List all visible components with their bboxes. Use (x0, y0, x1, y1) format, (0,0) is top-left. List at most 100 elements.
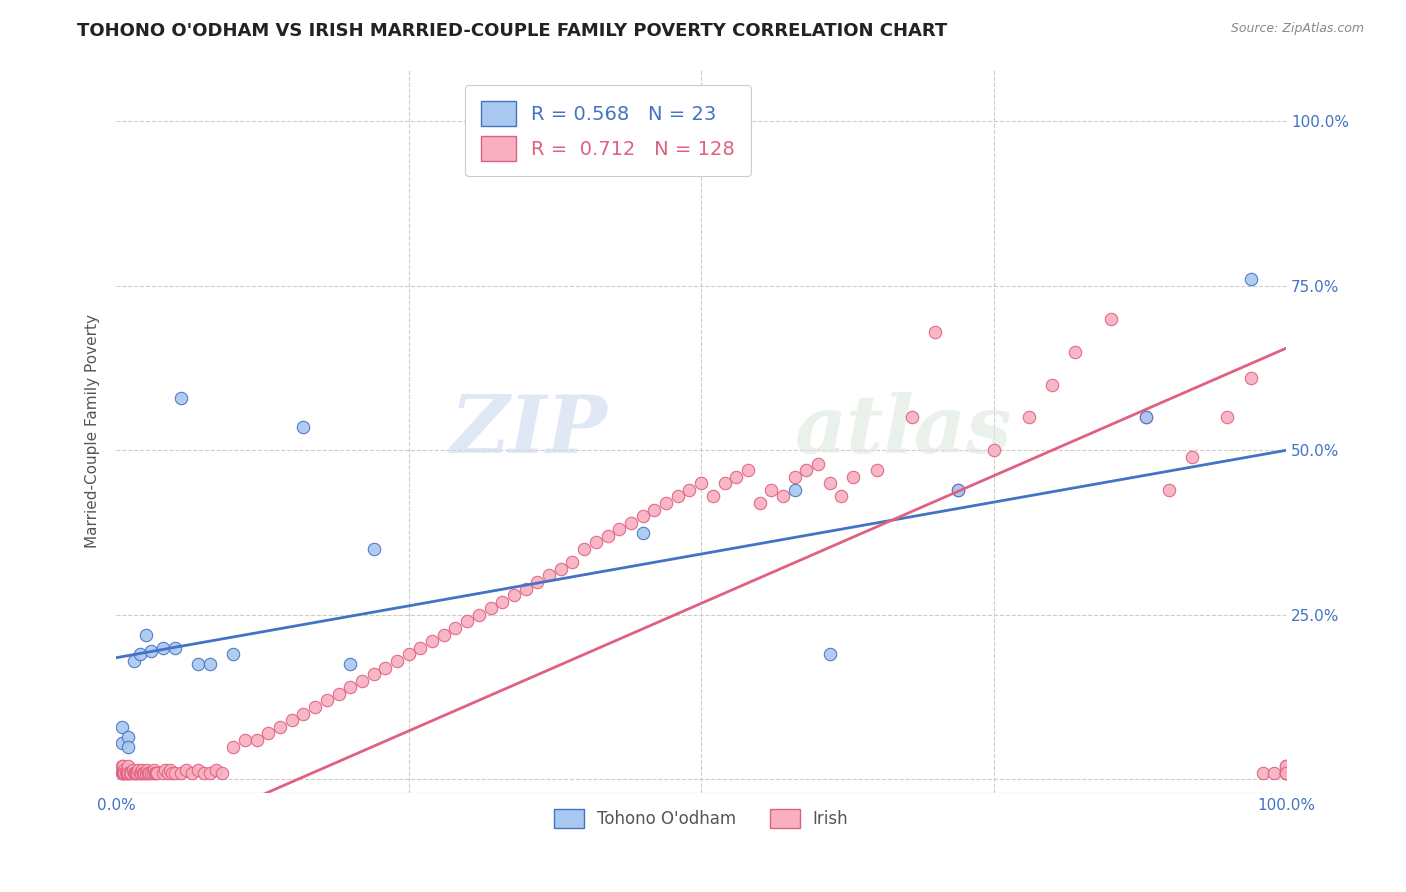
Point (246, 733, 269, 747)
Point (128, 763, 150, 777)
Point (112, 765, 135, 780)
Point (503, 588, 526, 602)
Point (1135, 410, 1157, 425)
Point (585, 535, 607, 549)
Point (444, 621, 467, 635)
Point (900, 410, 922, 425)
Point (141, 765, 163, 780)
Point (1018, 410, 1040, 425)
Point (292, 706, 315, 721)
Point (655, 496, 678, 510)
Legend: Tohono O'odham, Irish: Tohono O'odham, Irish (547, 803, 855, 835)
Point (120, 765, 142, 780)
Point (1064, 344, 1087, 359)
Point (678, 483, 700, 497)
Point (690, 476, 713, 491)
Point (468, 607, 491, 622)
Point (643, 502, 665, 516)
Point (222, 739, 245, 754)
Point (304, 700, 326, 714)
Point (204, 763, 226, 777)
Point (114, 765, 136, 780)
Text: TOHONO O'ODHAM VS IRISH MARRIED-COUPLE FAMILY POVERTY CORRELATION CHART: TOHONO O'ODHAM VS IRISH MARRIED-COUPLE F… (77, 22, 948, 40)
Point (620, 516, 643, 530)
Y-axis label: Married-Couple Family Poverty: Married-Couple Family Poverty (86, 314, 100, 548)
Point (842, 469, 865, 483)
Point (129, 765, 152, 780)
Point (1251, 765, 1274, 780)
Point (807, 457, 830, 471)
Point (162, 765, 184, 780)
Point (143, 765, 166, 780)
Point (948, 483, 970, 497)
Point (328, 687, 350, 701)
Point (702, 490, 724, 504)
Point (363, 542, 385, 557)
Point (491, 595, 513, 609)
Point (127, 765, 149, 780)
Point (112, 759, 135, 773)
Point (1263, 765, 1285, 780)
Point (1275, 759, 1298, 773)
Point (114, 765, 136, 780)
Point (122, 765, 145, 780)
Point (145, 765, 167, 780)
Point (339, 681, 361, 695)
Point (111, 765, 134, 780)
Point (146, 765, 169, 780)
Point (666, 490, 689, 504)
Point (1275, 765, 1298, 780)
Point (169, 391, 191, 405)
Point (222, 648, 245, 662)
Point (385, 654, 408, 668)
Point (409, 640, 432, 655)
Point (134, 765, 156, 780)
Point (159, 763, 181, 777)
Point (193, 765, 215, 780)
Text: Source: ZipAtlas.com: Source: ZipAtlas.com (1230, 22, 1364, 36)
Point (572, 542, 595, 557)
Point (280, 713, 302, 727)
Point (111, 736, 134, 750)
Point (737, 463, 759, 477)
Point (198, 765, 221, 780)
Point (948, 483, 970, 497)
Point (479, 601, 502, 615)
Point (122, 654, 145, 668)
Point (117, 730, 139, 744)
Point (176, 763, 198, 777)
Point (128, 648, 150, 662)
Point (761, 483, 783, 497)
Point (1275, 765, 1298, 780)
Point (233, 733, 256, 747)
Point (1275, 765, 1298, 780)
Point (550, 562, 572, 576)
Point (1040, 377, 1063, 392)
Point (350, 673, 373, 688)
Point (515, 582, 537, 596)
Text: ZIP: ZIP (451, 392, 607, 469)
Point (187, 763, 209, 777)
Point (155, 763, 177, 777)
Point (796, 463, 818, 477)
Point (374, 660, 396, 674)
Point (134, 628, 156, 642)
Point (830, 490, 852, 504)
Point (181, 765, 204, 780)
Point (924, 325, 946, 339)
Point (121, 763, 143, 777)
Point (163, 765, 186, 780)
Point (111, 720, 134, 734)
Point (131, 763, 153, 777)
Point (114, 765, 136, 780)
Point (138, 765, 160, 780)
Point (117, 759, 139, 773)
Point (152, 640, 174, 655)
Point (115, 765, 138, 780)
Point (420, 634, 443, 648)
Point (433, 628, 456, 642)
Point (725, 469, 748, 483)
Point (631, 509, 654, 524)
Point (818, 476, 841, 491)
Point (134, 765, 156, 780)
